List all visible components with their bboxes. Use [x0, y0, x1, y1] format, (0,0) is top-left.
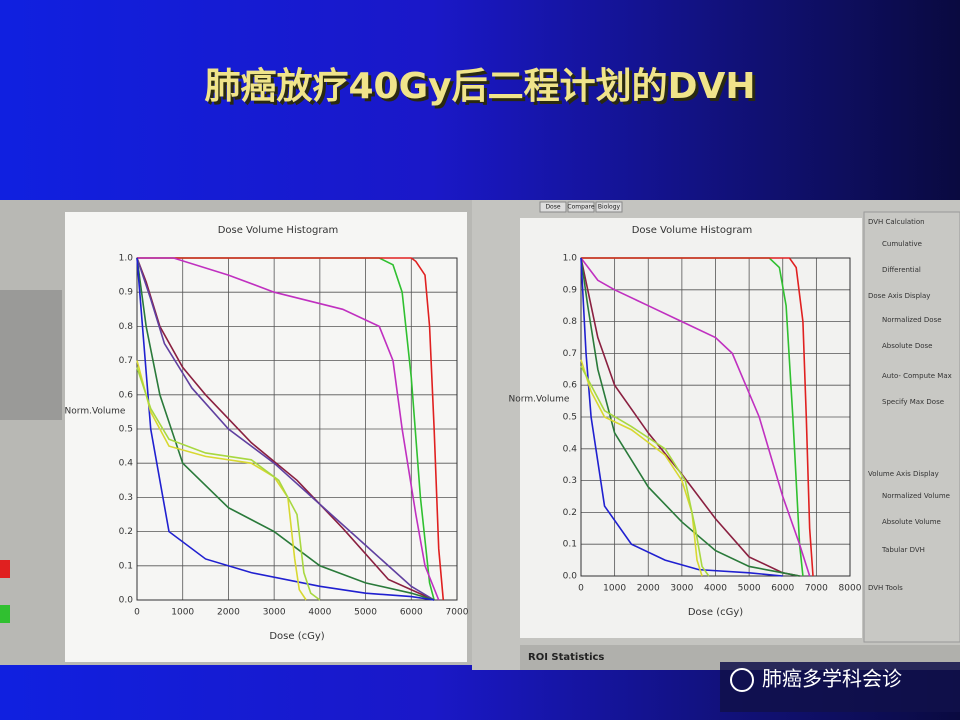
y-tick-label: 0.3: [563, 476, 577, 486]
panel-heading: Volume Axis Display: [868, 470, 939, 478]
side-panel: [0, 290, 62, 420]
dvh-curve: [580, 257, 811, 577]
x-tick-label: 1000: [603, 584, 626, 594]
x-tick-label: 4000: [308, 608, 331, 618]
y-tick-label: 0.7: [563, 349, 577, 359]
panel-heading: Dose Axis Display: [868, 292, 930, 300]
y-tick-label: 0.9: [119, 288, 134, 298]
panel-option: Tabular DVH: [881, 546, 925, 554]
panel-option: Differential: [882, 266, 921, 274]
y-tick-label: 0.7: [119, 356, 133, 366]
tab-label: Compare: [567, 204, 595, 211]
swatch: [0, 605, 10, 623]
x-tick-label: 8000: [839, 584, 862, 594]
y-tick-label: 0.2: [119, 527, 133, 537]
plot-window: [65, 212, 467, 662]
dvh-curve: [136, 367, 321, 601]
y-axis-label: Norm.Volume: [65, 407, 126, 417]
y-tick-label: 0.5: [119, 425, 133, 435]
slide-title-shadow: 肺癌放疗40Gy后二程计划的DVH: [208, 69, 759, 110]
y-tick-label: 0.4: [119, 459, 134, 469]
tab-label: Dose: [545, 204, 560, 211]
y-tick-label: 1.0: [119, 254, 134, 264]
chart-title: Dose Volume Histogram: [218, 225, 339, 236]
x-tick-label: 6000: [771, 584, 794, 594]
panel-option: Normalized Volume: [882, 492, 950, 500]
dvh-curve: [136, 257, 435, 601]
dvh-curve: [580, 257, 783, 577]
y-tick-label: 0.3: [119, 493, 133, 503]
dvh-curve: [136, 257, 435, 601]
dvh-curve: [580, 257, 800, 577]
x-tick-label: 3000: [670, 584, 693, 594]
watermark: 肺癌多学科会诊: [762, 667, 902, 691]
y-tick-label: 0.0: [563, 572, 578, 582]
panel-option: Cumulative: [882, 240, 922, 248]
panel-option: Normalized Dose: [882, 316, 942, 324]
tab: [567, 201, 595, 213]
tab-label: Biology: [598, 204, 621, 211]
x-tick-label: 0: [134, 608, 140, 618]
x-tick-label: 4000: [704, 584, 727, 594]
y-tick-label: 0.6: [563, 381, 578, 391]
x-tick-label: 3000: [263, 608, 286, 618]
y-tick-label: 0.4: [563, 444, 578, 454]
y-tick-label: 0.6: [119, 390, 134, 400]
y-tick-label: 0.1: [119, 561, 133, 571]
dvh-curve: [580, 257, 800, 577]
x-tick-label: 2000: [217, 608, 240, 618]
panel-heading: DVH Calculation: [868, 218, 925, 226]
dvh-curve: [136, 257, 435, 601]
watermark-icon: [730, 668, 754, 692]
slide-title: 肺癌放疗40Gy后二程计划的DVH: [205, 66, 756, 107]
panel-option: Specify Max Dose: [882, 398, 944, 406]
x-tick-label: 5000: [738, 584, 761, 594]
x-tick-label: 1000: [171, 608, 194, 618]
x-tick-label: 0: [578, 584, 584, 594]
tab: [539, 201, 567, 213]
y-tick-label: 0.0: [119, 596, 134, 606]
x-axis-label: Dose (cGy): [269, 631, 324, 642]
x-tick-label: 7000: [446, 608, 469, 618]
dvh-curve: [580, 359, 703, 577]
chart-title: Dose Volume Histogram: [632, 225, 753, 236]
dvh-curve: [136, 360, 307, 601]
y-tick-label: 0.9: [563, 285, 578, 295]
watermark-bg: [720, 662, 960, 712]
control-panel: [863, 211, 960, 643]
y-tick-label: 0.8: [563, 317, 578, 327]
panel-option: Absolute Volume: [882, 518, 941, 526]
dvh-curve: [580, 365, 710, 577]
tab: [595, 201, 623, 213]
panel-heading: DVH Tools: [868, 584, 903, 592]
dvh-curve: [137, 257, 440, 601]
y-tick-label: 0.2: [563, 508, 577, 518]
x-tick-label: 5000: [354, 608, 377, 618]
y-tick-label: 0.5: [563, 413, 577, 423]
x-tick-label: 2000: [637, 584, 660, 594]
dvh-curve: [581, 257, 814, 577]
x-tick-label: 6000: [400, 608, 423, 618]
panel-option: Auto- Compute Max: [882, 372, 952, 380]
y-tick-label: 0.1: [563, 540, 577, 550]
footer-label: ROI Statistics: [528, 652, 604, 663]
x-tick-label: 7000: [805, 584, 828, 594]
swatch: [0, 560, 10, 578]
y-tick-label: 0.8: [119, 322, 134, 332]
x-axis-label: Dose (cGy): [688, 607, 743, 618]
y-axis-label: Norm.Volume: [509, 395, 570, 405]
panel-option: Absolute Dose: [882, 342, 932, 350]
y-tick-label: 1.0: [563, 254, 578, 264]
dvh-curve: [137, 257, 445, 601]
